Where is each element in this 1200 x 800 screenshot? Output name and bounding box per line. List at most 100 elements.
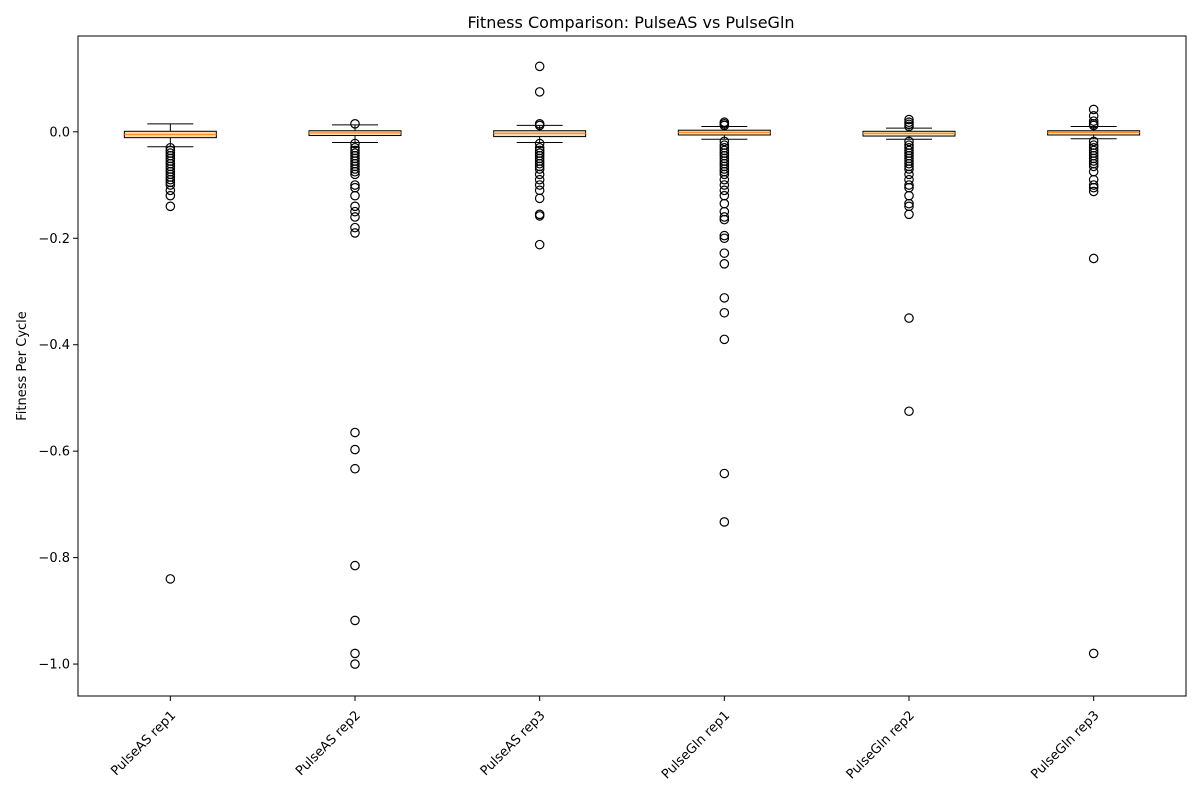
y-tick-label: 0.0: [49, 125, 70, 140]
outlier-point: [350, 560, 360, 571]
outlier-point: [1088, 182, 1099, 193]
outlier-point: [1088, 104, 1099, 115]
outlier-point: [1088, 253, 1099, 264]
outlier-point: [534, 169, 545, 180]
outlier-point: [904, 209, 914, 220]
outlier-point: [719, 293, 730, 303]
outlier-point: [904, 180, 914, 190]
outlier-point: [719, 248, 730, 258]
outlier-point: [534, 164, 545, 174]
outlier-point: [350, 212, 360, 222]
outlier-point: [1088, 161, 1099, 172]
outlier-point: [534, 120, 545, 131]
chart-title: Fitness Comparison: PulseAS vs PulseGln: [467, 13, 794, 32]
outlier-point: [904, 164, 914, 174]
outlier-point: [534, 158, 545, 169]
x-tick-label: PulseGln rep1: [659, 708, 733, 782]
y-tick-label: −0.2: [38, 232, 70, 247]
outlier-point: [719, 517, 730, 527]
outlier-point: [350, 164, 360, 174]
outlier-point: [534, 61, 545, 72]
outlier-point: [904, 169, 914, 180]
outlier-point: [165, 174, 176, 185]
outlier-point: [350, 206, 360, 217]
box-group: [123, 123, 217, 584]
plot-frame: [77, 35, 1187, 697]
x-tick-label: PulseAS rep1: [108, 708, 179, 779]
outlier-point: [534, 185, 545, 196]
box-group: [1047, 104, 1141, 659]
outlier-point: [719, 136, 730, 147]
outlier-point: [350, 190, 360, 201]
box-group: [677, 117, 771, 527]
outlier-point: [534, 87, 545, 97]
outlier-point: [534, 180, 545, 190]
outlier-point: [904, 406, 914, 417]
outlier-point: [719, 190, 730, 201]
outlier-point: [719, 164, 730, 174]
outlier-point: [534, 138, 545, 149]
outlier-point: [165, 190, 176, 201]
outlier-point: [1088, 180, 1099, 190]
x-tick-label: PulseGln rep3: [1028, 708, 1102, 782]
outlier-point: [904, 190, 914, 201]
y-axis-label: Fitness Per Cycle: [15, 311, 30, 421]
outlier-point: [165, 574, 176, 584]
outlier-point: [719, 174, 730, 185]
outlier-point: [534, 193, 545, 204]
outlier-point: [350, 648, 360, 659]
outlier-point: [350, 138, 360, 149]
outlier-point: [1088, 120, 1099, 131]
box-group: [862, 114, 956, 417]
outlier-point: [1088, 166, 1099, 177]
plot-area: −1.0 −0.8 −0.6 −0.4 −0.2 0.0 PulseAS rep1 Pulse…: [38, 35, 1187, 782]
outlier-point: [719, 212, 730, 222]
outlier-point: [904, 136, 914, 147]
outlier-point: [1088, 116, 1099, 126]
x-tick-label: PulseAS rep2: [293, 708, 364, 779]
outlier-point: [719, 169, 730, 180]
box-group: [493, 61, 587, 250]
box-group: [308, 119, 402, 669]
x-tick-label: PulseGln rep2: [844, 708, 918, 782]
y-tick-label: −1.0: [38, 658, 70, 673]
outlier-point: [1088, 156, 1099, 166]
outlier-point: [534, 174, 545, 185]
outlier-point: [350, 166, 360, 177]
y-tick-label: −0.8: [38, 551, 70, 566]
outlier-point: [350, 180, 360, 190]
outlier-point: [719, 214, 730, 225]
outlier-point: [165, 185, 176, 196]
outlier-point: [904, 158, 914, 169]
outlier-point: [534, 239, 545, 250]
outlier-point: [719, 180, 730, 190]
outlier-point: [719, 233, 730, 244]
outlier-point: [165, 180, 176, 190]
outlier-point: [904, 313, 914, 323]
outlier-point: [719, 198, 730, 209]
outlier-point: [165, 201, 176, 212]
outlier-point: [719, 230, 730, 241]
outlier-point: [904, 114, 914, 125]
outlier-point: [350, 463, 360, 474]
outlier-point: [1088, 136, 1099, 147]
outlier-point: [904, 121, 914, 132]
outlier-point: [1088, 648, 1099, 659]
outlier-point: [534, 211, 545, 221]
outlier-point: [904, 198, 914, 209]
outlier-point: [350, 201, 360, 212]
x-tick-label: PulseAS rep3: [478, 708, 549, 779]
y-tick-label: −0.6: [38, 445, 70, 460]
outlier-point: [719, 468, 730, 479]
outlier-point: [350, 228, 360, 238]
outlier-point: [1088, 186, 1099, 197]
outlier-point: [350, 444, 360, 455]
outlier-point: [350, 427, 360, 438]
outlier-point: [719, 307, 730, 318]
outlier-point: [719, 334, 730, 345]
outlier-point: [719, 185, 730, 196]
outlier-point: [350, 659, 360, 669]
outlier-point: [719, 120, 730, 131]
outlier-point: [350, 119, 360, 129]
